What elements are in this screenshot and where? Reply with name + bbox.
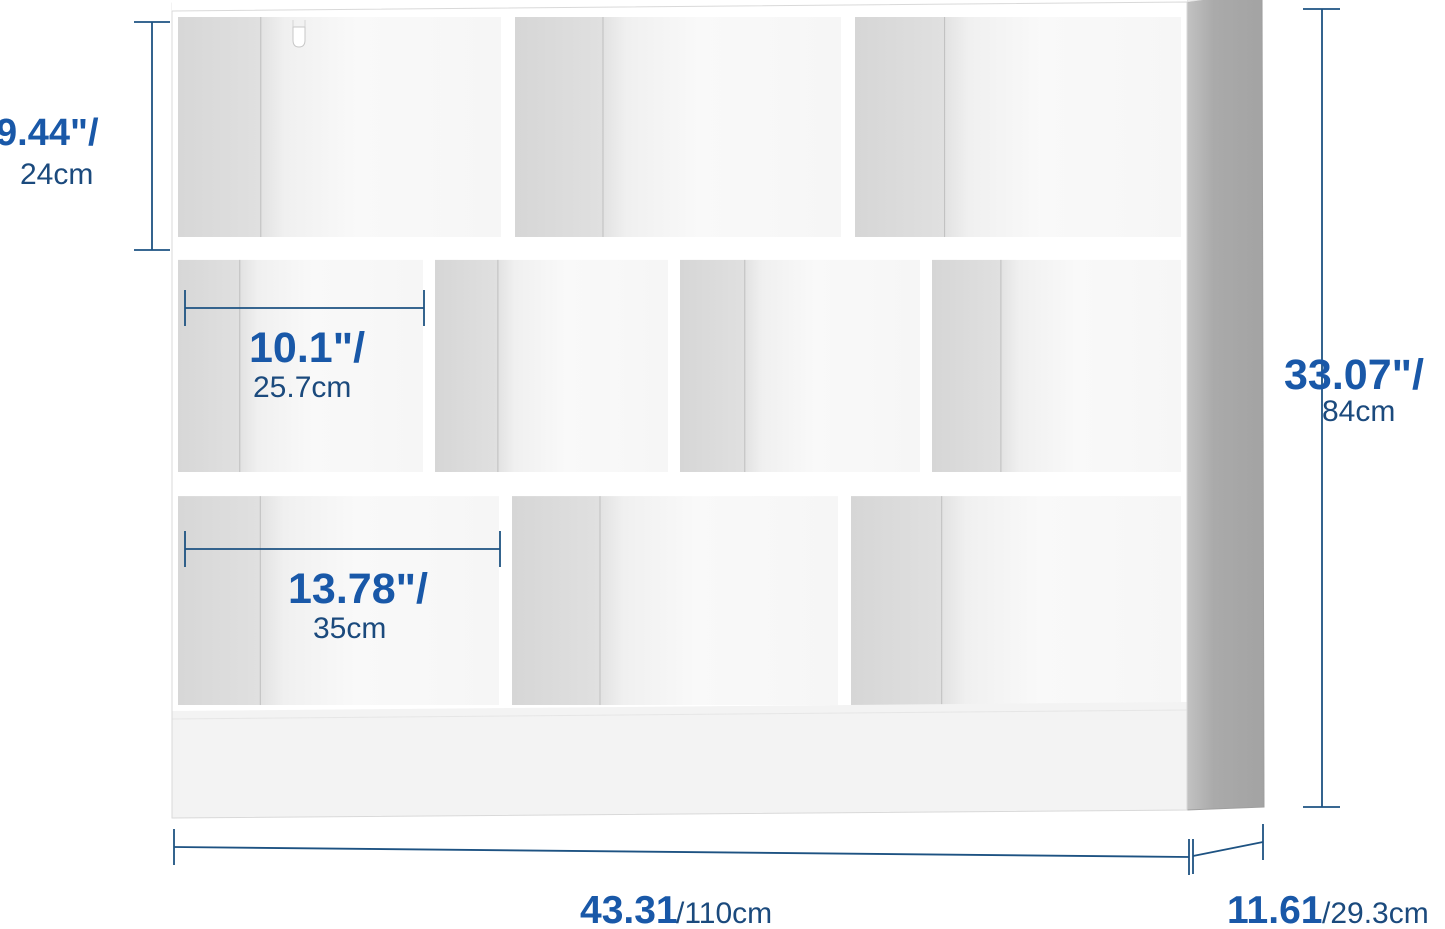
svg-text:84cm: 84cm bbox=[1322, 395, 1395, 428]
svg-text:33.07"/: 33.07"/ bbox=[1284, 351, 1424, 399]
svg-text:43.31: 43.31 bbox=[580, 889, 678, 929]
svg-text:9.44"/: 9.44"/ bbox=[0, 112, 99, 154]
svg-text:10.1"/: 10.1"/ bbox=[249, 324, 365, 372]
svg-text:/29.3cm: /29.3cm bbox=[1322, 897, 1429, 929]
svg-text:11.61: 11.61 bbox=[1227, 889, 1322, 929]
svg-text:/110cm: /110cm bbox=[676, 897, 772, 929]
svg-text:24cm: 24cm bbox=[20, 158, 93, 191]
svg-text:35cm: 35cm bbox=[313, 612, 386, 645]
svg-text:13.78"/: 13.78"/ bbox=[288, 565, 428, 613]
svg-text:25.7cm: 25.7cm bbox=[253, 371, 351, 404]
